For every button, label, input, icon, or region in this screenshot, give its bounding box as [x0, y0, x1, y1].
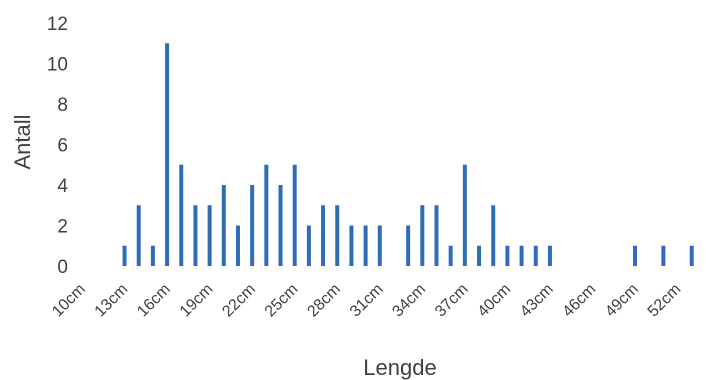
y-tick-label: 0: [57, 257, 68, 278]
x-tick-label: 31cm: [347, 281, 387, 321]
bar-19cm: [207, 205, 212, 266]
bar-33cm: [406, 225, 411, 266]
bar-35cm: [434, 205, 439, 266]
bar-24cm: [278, 185, 283, 266]
bar-51cm: [661, 245, 666, 266]
y-tick-label: 6: [57, 136, 68, 157]
bar-40cm: [505, 245, 510, 266]
bar-16cm: [165, 43, 170, 266]
bar-28cm: [335, 205, 340, 266]
x-tick-label: 40cm: [475, 281, 515, 321]
bar-30cm: [363, 225, 368, 266]
bar-36cm: [448, 245, 453, 266]
bar-39cm: [491, 205, 496, 266]
bar-14cm: [136, 205, 141, 266]
x-tick-label: 25cm: [262, 281, 302, 321]
bar-26cm: [306, 225, 311, 266]
bar-22cm: [250, 185, 255, 266]
x-tick-label: 49cm: [602, 281, 642, 321]
bars: [122, 43, 694, 266]
x-tick-label: 16cm: [134, 281, 174, 321]
x-tick-label: 13cm: [92, 281, 132, 321]
x-tick-label: 43cm: [517, 281, 557, 321]
x-tick-label: 46cm: [560, 281, 600, 321]
y-tick-label: 4: [57, 176, 68, 197]
bar-25cm: [292, 164, 297, 266]
bar-18cm: [193, 205, 198, 266]
x-tick-label: 22cm: [219, 281, 259, 321]
y-tick-label: 10: [47, 55, 68, 76]
x-axis-label: Lengde: [363, 355, 436, 380]
bar-20cm: [221, 185, 226, 266]
bar-27cm: [321, 205, 326, 266]
bar-23cm: [264, 164, 269, 266]
y-tick-label: 12: [47, 14, 68, 35]
y-axis-ticks: 0 2 4 6 8 10 12: [47, 14, 69, 278]
y-axis-label: Antall: [10, 114, 35, 169]
x-tick-label: 19cm: [177, 281, 217, 321]
bar-42cm: [533, 245, 538, 266]
bar-53cm: [689, 245, 694, 266]
bar-29cm: [349, 225, 354, 266]
bar-43cm: [547, 245, 552, 266]
y-tick-label: 8: [57, 95, 68, 116]
bar-41cm: [519, 245, 524, 266]
bar-34cm: [420, 205, 425, 266]
y-tick-label: 2: [57, 217, 68, 238]
bar-21cm: [235, 225, 240, 266]
bar-31cm: [377, 225, 382, 266]
x-tick-label: 37cm: [432, 281, 472, 321]
bar-37cm: [462, 164, 467, 266]
bar-15cm: [150, 245, 155, 266]
x-tick-label: 10cm: [49, 281, 89, 321]
bar-13cm: [122, 245, 127, 266]
bar-17cm: [179, 164, 184, 266]
bar-49cm: [633, 245, 638, 266]
x-tick-label: 34cm: [389, 281, 429, 321]
x-tick-label: 28cm: [304, 281, 344, 321]
x-tick-label: 52cm: [645, 281, 685, 321]
x-axis-ticks: 10cm 13cm 16cm 19cm 22cm 25cm 28cm 31cm 34cm 37cm…: [49, 281, 684, 321]
bar-38cm: [477, 245, 482, 266]
